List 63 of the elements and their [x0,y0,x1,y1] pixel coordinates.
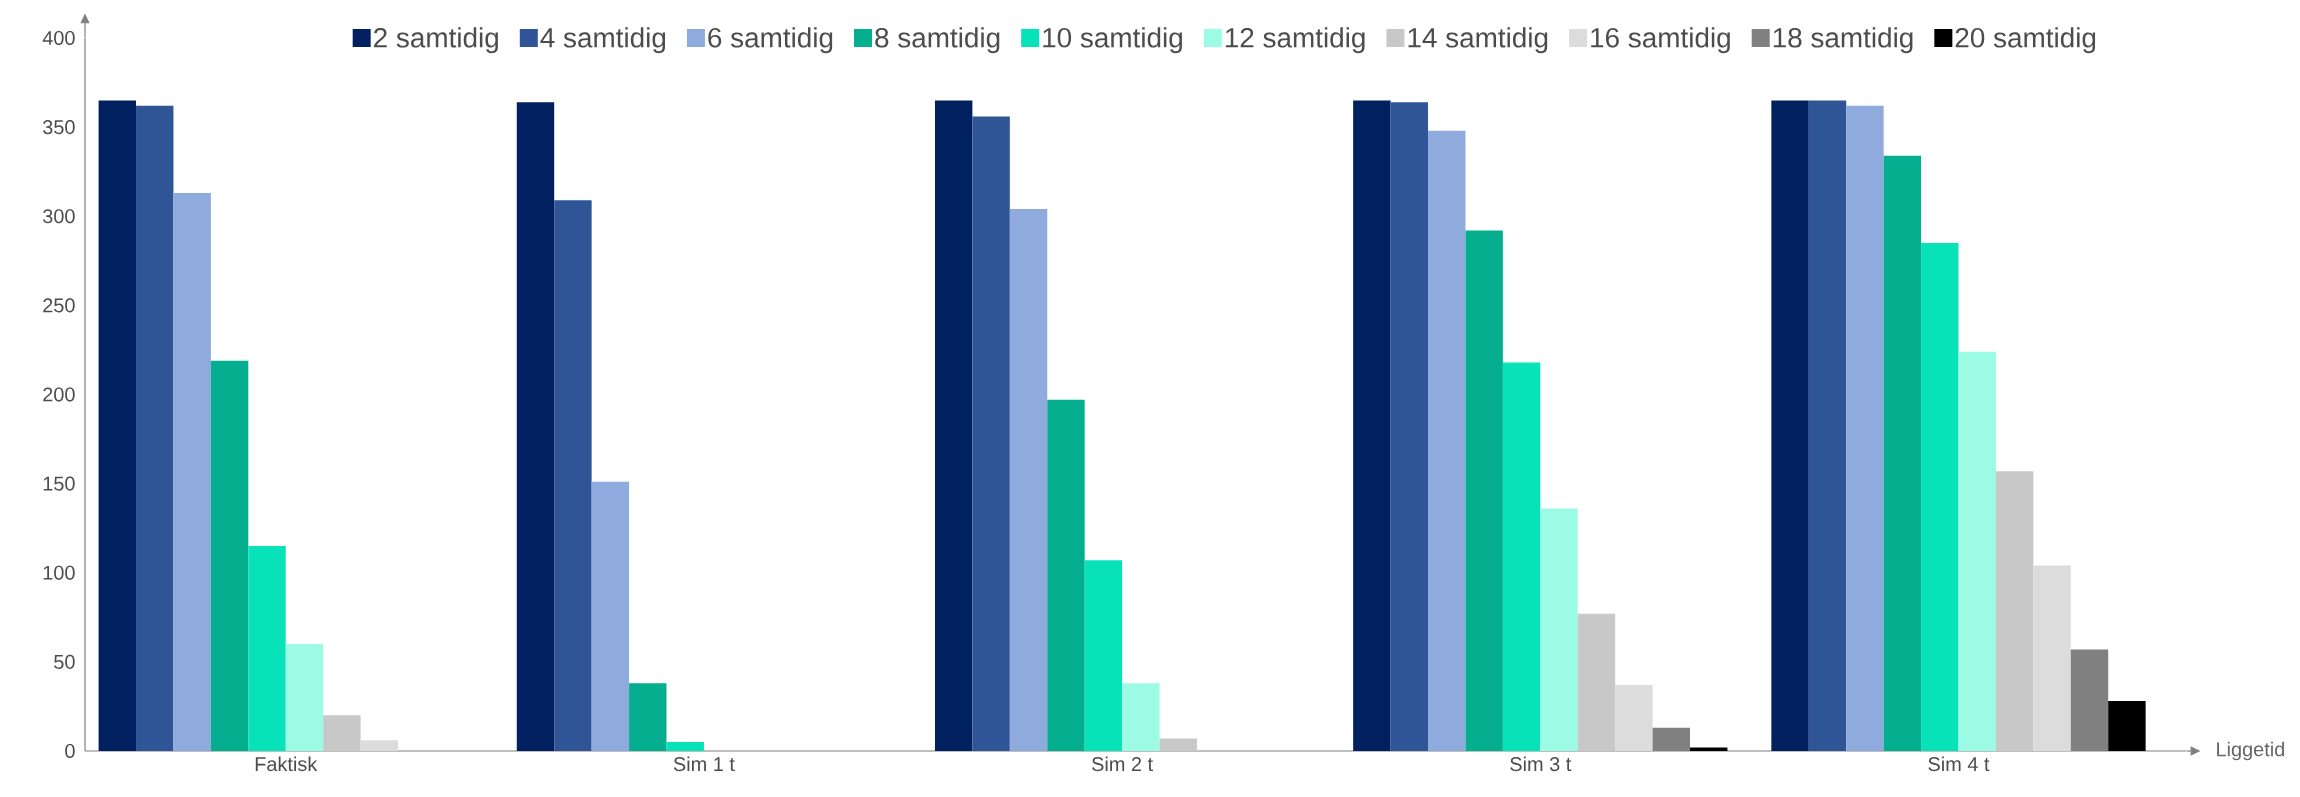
bar [1615,685,1653,751]
x-axis-title: Liggetid [2217,741,2285,761]
legend-label: 14 samtidig [1408,27,1548,54]
bar [1009,209,1048,751]
x-tick-label: Sim 3 t [1510,756,1572,772]
y-tick-label: 50 [54,654,75,669]
y-tick-label: 150 [43,476,75,491]
legend-label: 16 samtidig [1591,27,1730,54]
bar [173,193,211,751]
x-tick-label: Sim 1 t [673,756,735,772]
x-tick-label: Faktisk [255,756,318,772]
legend-label: 8 samtidig [875,27,1000,54]
bar [1577,613,1616,751]
bar [1883,155,1922,751]
bar [360,740,399,751]
bar [972,116,1010,751]
bar [516,102,555,751]
bar [1921,242,1959,751]
bar [554,200,592,751]
y-tick-label: 100 [43,565,75,580]
bar [285,644,324,751]
legend-label: 6 samtidig [708,27,833,54]
legend-label: 12 samtidig [1225,27,1365,54]
bar [629,683,667,751]
bar [1122,683,1160,751]
y-tick-label: 250 [43,298,75,313]
x-tick-label: Sim 2 t [1092,756,1153,772]
bar [2108,701,2146,751]
bar [934,100,973,751]
bar [1771,100,1809,751]
bar [666,742,704,751]
bar [1958,351,1996,751]
bar [136,105,174,751]
bar [591,481,630,751]
y-tick-label: 0 [65,743,75,759]
bar [1846,105,1884,751]
y-tick-label: 350 [43,120,75,135]
bar [1047,399,1085,751]
bar [323,715,361,751]
bar [2033,565,2071,751]
bar [1159,738,1197,751]
bar [1428,130,1466,751]
bar [1084,560,1123,751]
bar [98,100,137,751]
bar [1353,100,1391,751]
legend-label: 10 samtidig [1043,27,1182,54]
bar [1995,471,2034,751]
bar [1465,230,1503,751]
bar [248,546,286,751]
bar [1502,362,1541,751]
bar [1808,100,1847,751]
y-tick-label: 300 [43,209,75,224]
legend-label: 20 samtidig [1955,27,2096,54]
bar [1690,747,1728,751]
bar [1540,508,1578,751]
x-tick-label: Sim 4 t [1928,756,1990,772]
bar [210,360,249,751]
y-tick-label: 200 [43,387,75,402]
legend-label: 18 samtidig [1773,27,1913,54]
bar [1390,102,1429,751]
y-tick-label: 400 [42,30,75,46]
legend-label: 4 samtidig [540,27,666,54]
legend-label: 2 samtidig [374,27,498,54]
